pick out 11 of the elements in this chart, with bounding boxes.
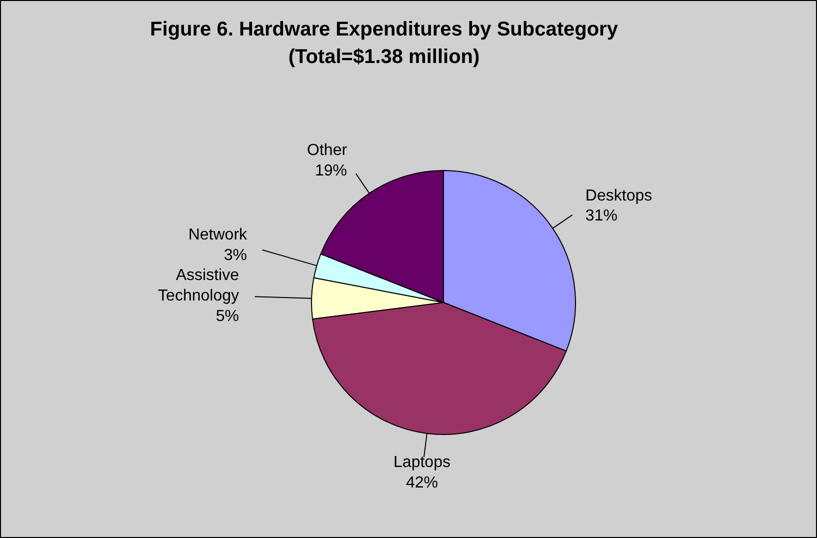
slice-label: Laptops: [394, 454, 450, 472]
slice-label: Assistive Technology: [158, 267, 240, 305]
data-label: 3%: [224, 247, 248, 264]
data-label: 31%: [585, 208, 618, 225]
chart-title: Figure 6. Hardware Expenditures by Subcategory (Total=$1.38 million): [150, 18, 619, 68]
slice-label: Other: [307, 142, 348, 159]
data-label: 5%: [216, 308, 239, 325]
data-label: 19%: [315, 162, 348, 180]
slice-label: Network: [188, 226, 248, 244]
data-label: 42%: [406, 474, 438, 492]
slice-label: Desktops: [585, 187, 652, 204]
